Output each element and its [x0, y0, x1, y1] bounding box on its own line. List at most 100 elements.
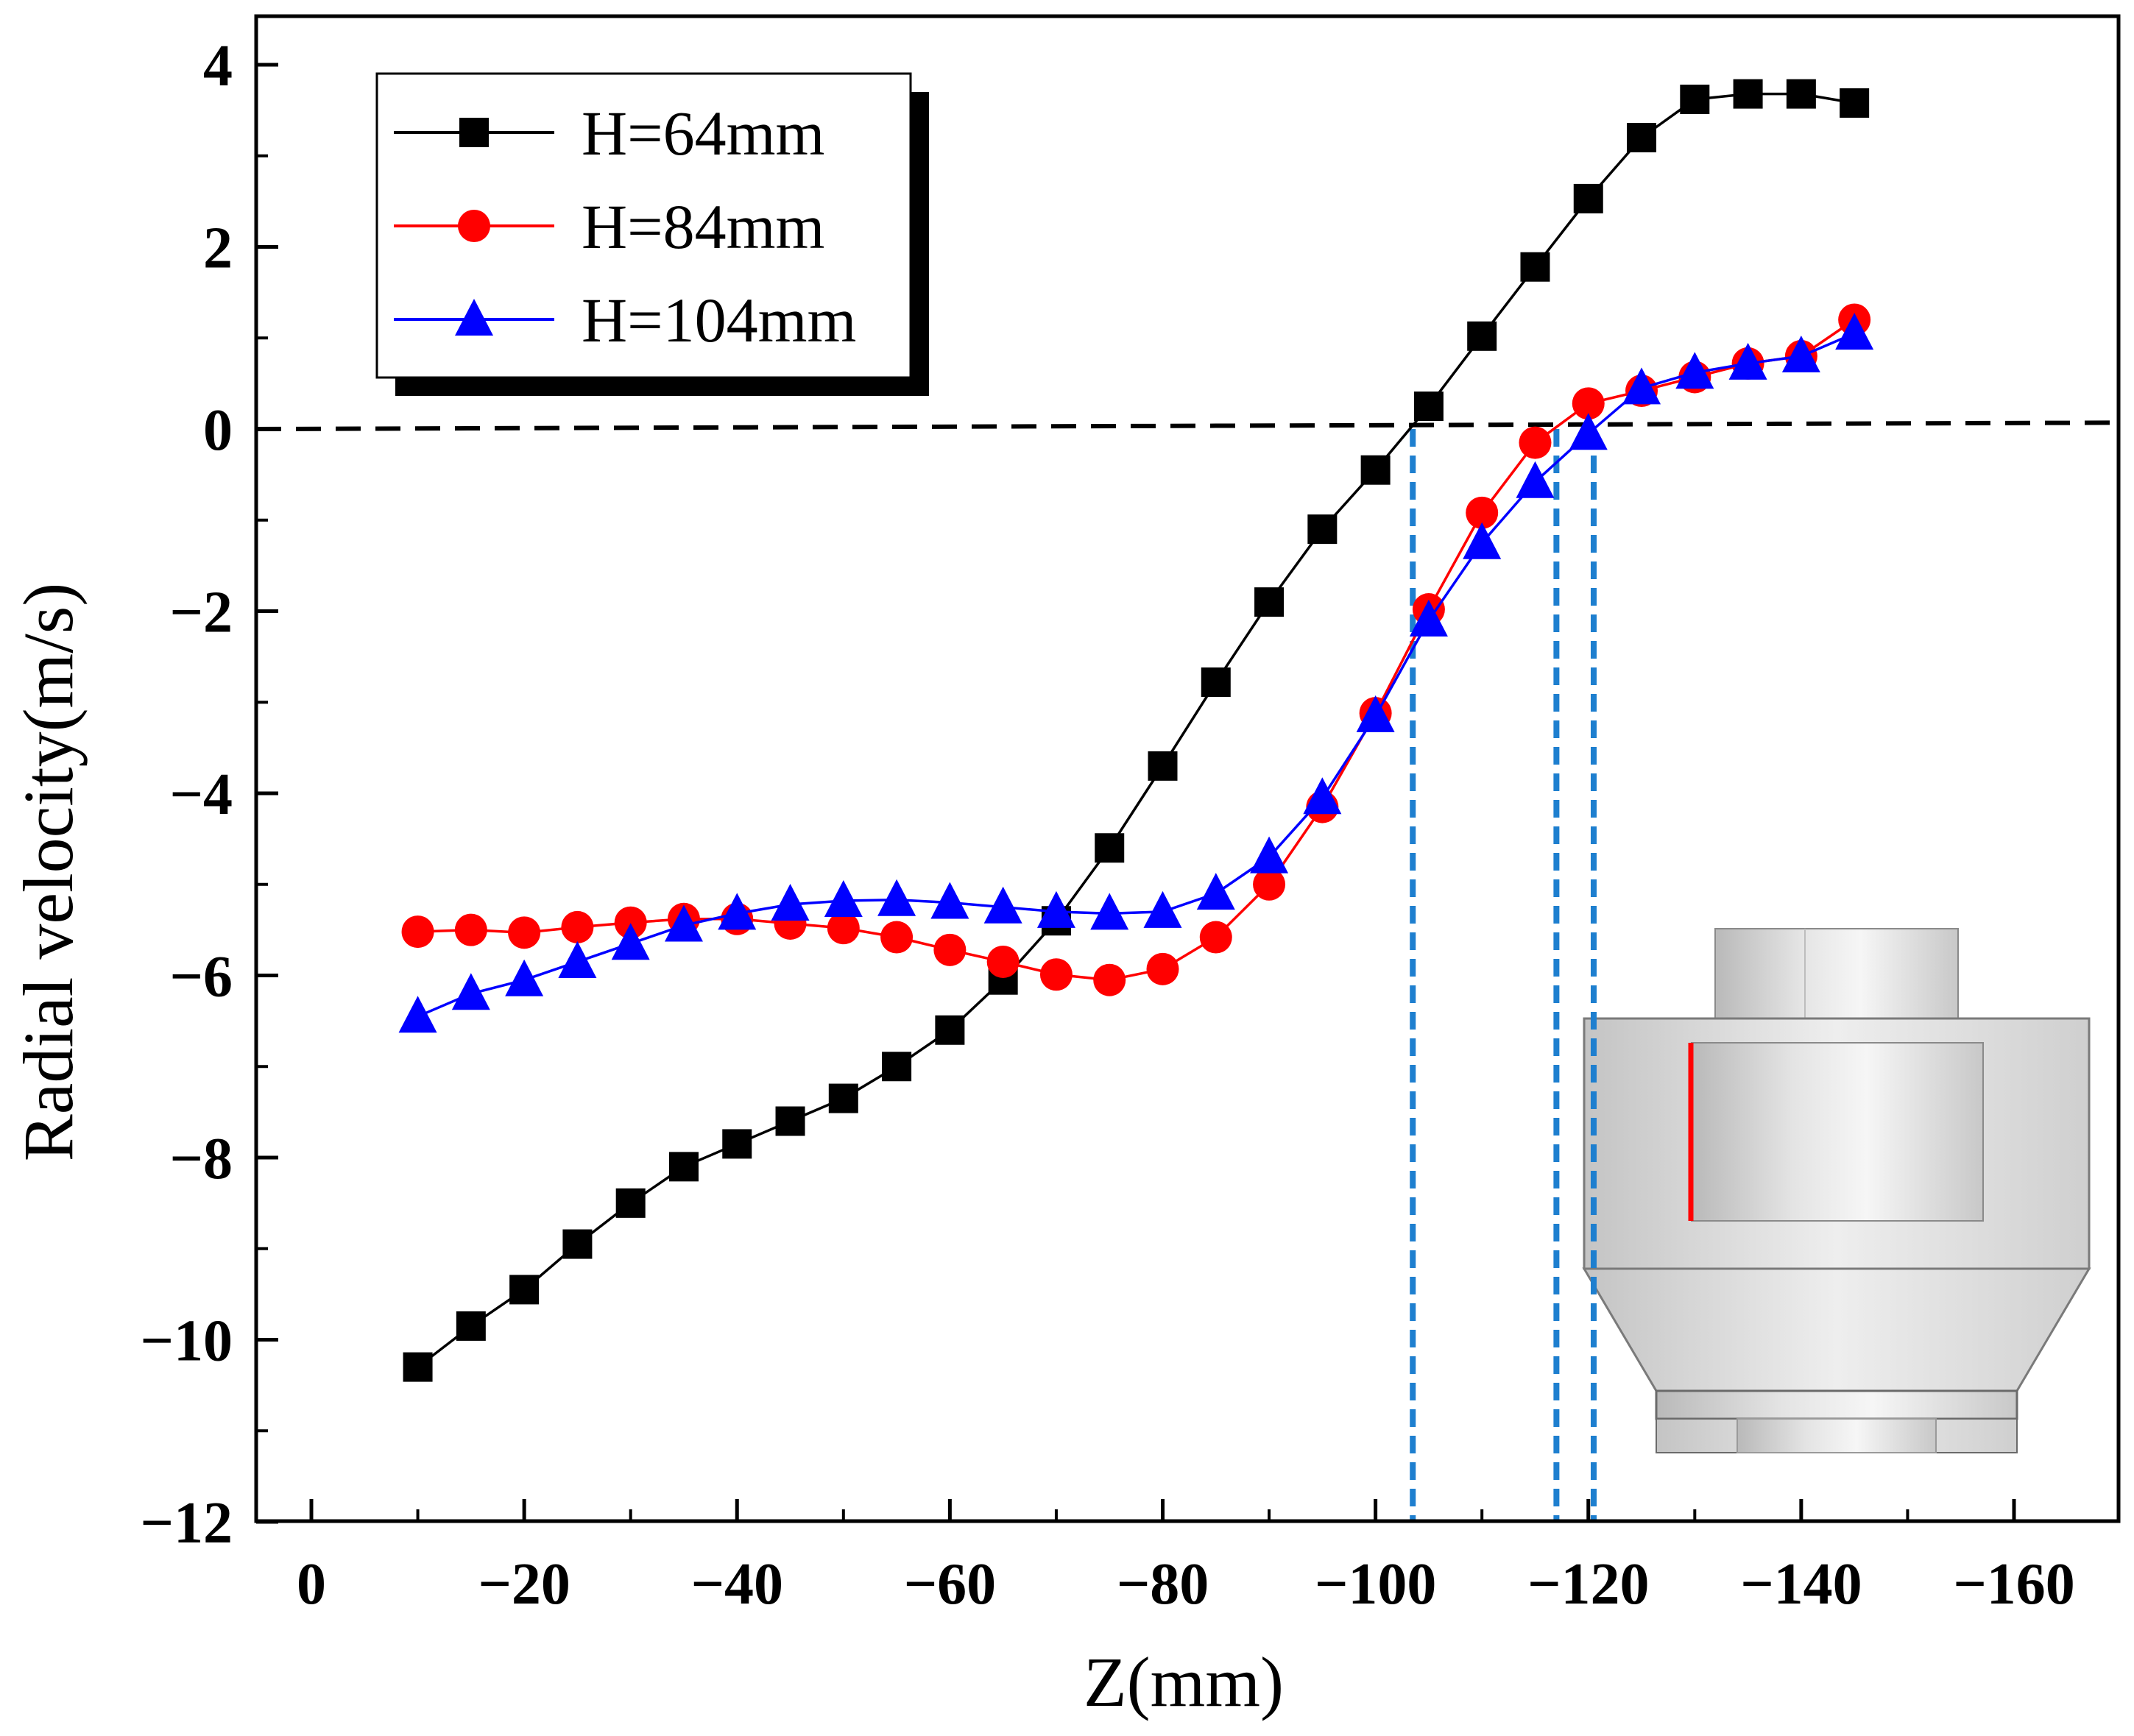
data-point-0-6: [722, 1129, 752, 1159]
y-axis-title: Radial velocity(m/s): [9, 583, 88, 1161]
data-point-1-21: [1519, 426, 1552, 459]
data-point-2-24: [1675, 352, 1714, 389]
y-tick-label: 4: [203, 34, 233, 99]
data-point-2-20: [1463, 522, 1502, 559]
y-tick-label: −8: [169, 1127, 233, 1191]
data-point-0-24: [1680, 85, 1710, 115]
x-axis-title: Z(mm): [1084, 1643, 1284, 1721]
y-tick-label: −12: [140, 1491, 233, 1556]
data-point-0-8: [828, 1083, 858, 1113]
data-point-0-9: [882, 1052, 912, 1082]
zero-reference-line: [255, 420, 2119, 431]
data-point-1-16: [1253, 868, 1286, 901]
data-point-2-18: [1356, 695, 1395, 732]
data-point-0-22: [1573, 183, 1603, 213]
data-point-2-3: [558, 940, 597, 978]
data-point-0-15: [1201, 667, 1231, 698]
data-point-2-19: [1409, 599, 1448, 637]
y-tick-label: −6: [169, 945, 233, 1010]
data-point-0-2: [509, 1275, 540, 1305]
data-point-0-14: [1148, 751, 1178, 781]
series-line-2: [417, 332, 1855, 1018]
data-point-2-27: [1835, 313, 1874, 350]
legend-label-2: H=104mm: [582, 285, 856, 355]
data-point-0-0: [403, 1352, 433, 1382]
data-point-0-19: [1413, 392, 1444, 422]
data-point-2-17: [1303, 777, 1342, 815]
legend-marker-0: [459, 118, 489, 147]
data-point-1-4: [614, 906, 647, 939]
data-point-0-4: [615, 1188, 646, 1218]
series-2-group: [398, 313, 1874, 1033]
y-tick-label: 2: [203, 216, 233, 281]
data-point-0-21: [1520, 252, 1550, 282]
y-tick-label: −10: [140, 1309, 233, 1374]
data-point-0-23: [1627, 123, 1657, 152]
legend-marker-1: [458, 210, 490, 242]
data-point-2-5: [664, 904, 703, 942]
data-point-1-1: [454, 913, 487, 946]
data-point-2-2: [505, 959, 544, 996]
data-point-2-25: [1728, 342, 1767, 380]
series-line-0: [417, 92, 1855, 1369]
data-point-2-26: [1781, 336, 1820, 372]
inset-collar: [1655, 1389, 2018, 1420]
legend-label-1: H=84mm: [582, 191, 824, 262]
data-point-2-14: [1143, 890, 1182, 928]
data-point-2-21: [1516, 461, 1555, 498]
data-point-1-13: [1093, 963, 1126, 996]
data-point-0-17: [1307, 514, 1338, 545]
data-point-1-10: [933, 933, 967, 966]
data-point-2-15: [1196, 873, 1235, 910]
data-point-2-11: [983, 886, 1022, 924]
x-tick-label: −40: [690, 1552, 783, 1617]
y-tick-label: −2: [169, 581, 233, 645]
data-point-1-0: [401, 915, 434, 949]
data-point-0-26: [1786, 79, 1816, 109]
cyclone-inset-drawing: [1582, 928, 2091, 1453]
data-point-2-4: [611, 923, 650, 960]
data-point-0-10: [935, 1015, 965, 1045]
series-0-group: [403, 79, 1870, 1382]
data-point-2-12: [1036, 890, 1075, 928]
data-point-2-22: [1569, 413, 1608, 450]
data-point-0-25: [1733, 79, 1763, 109]
data-point-1-15: [1199, 921, 1232, 954]
data-point-1-2: [508, 916, 541, 949]
data-point-0-18: [1360, 455, 1391, 485]
data-point-0-7: [775, 1106, 805, 1136]
data-point-1-14: [1146, 952, 1179, 985]
data-point-2-6: [718, 893, 757, 930]
data-point-2-10: [930, 882, 969, 919]
inset-vortex-finder: [1691, 1042, 1984, 1222]
data-point-1-20: [1466, 496, 1499, 529]
x-tick-label: −120: [1527, 1552, 1650, 1617]
data-point-1-8: [827, 912, 860, 945]
data-point-1-3: [561, 910, 594, 943]
data-point-2-1: [451, 973, 490, 1010]
data-point-0-5: [668, 1152, 699, 1182]
data-point-2-16: [1250, 836, 1289, 874]
plot-frame: [254, 14, 2121, 1523]
data-point-2-8: [824, 880, 863, 918]
data-point-1-11: [986, 945, 1020, 978]
data-point-0-20: [1467, 321, 1497, 351]
data-point-0-13: [1095, 833, 1125, 863]
inset-dust-outlet: [1736, 1418, 1937, 1453]
x-tick-label: −80: [1117, 1552, 1209, 1617]
x-tick-label: −20: [478, 1552, 570, 1617]
data-point-1-9: [880, 921, 914, 954]
data-point-0-16: [1254, 587, 1285, 617]
series-line-1: [417, 319, 1856, 982]
legend-marker-2: [455, 299, 493, 336]
data-point-2-7: [771, 883, 810, 921]
inset-outlet-pipe: [1714, 928, 1959, 1019]
y-tick-label: 0: [203, 398, 233, 463]
x-tick-label: 0: [297, 1552, 326, 1617]
data-point-2-9: [877, 879, 916, 916]
data-point-1-12: [1039, 958, 1073, 991]
legend-label-0: H=64mm: [582, 98, 824, 169]
data-point-2-23: [1622, 367, 1661, 405]
